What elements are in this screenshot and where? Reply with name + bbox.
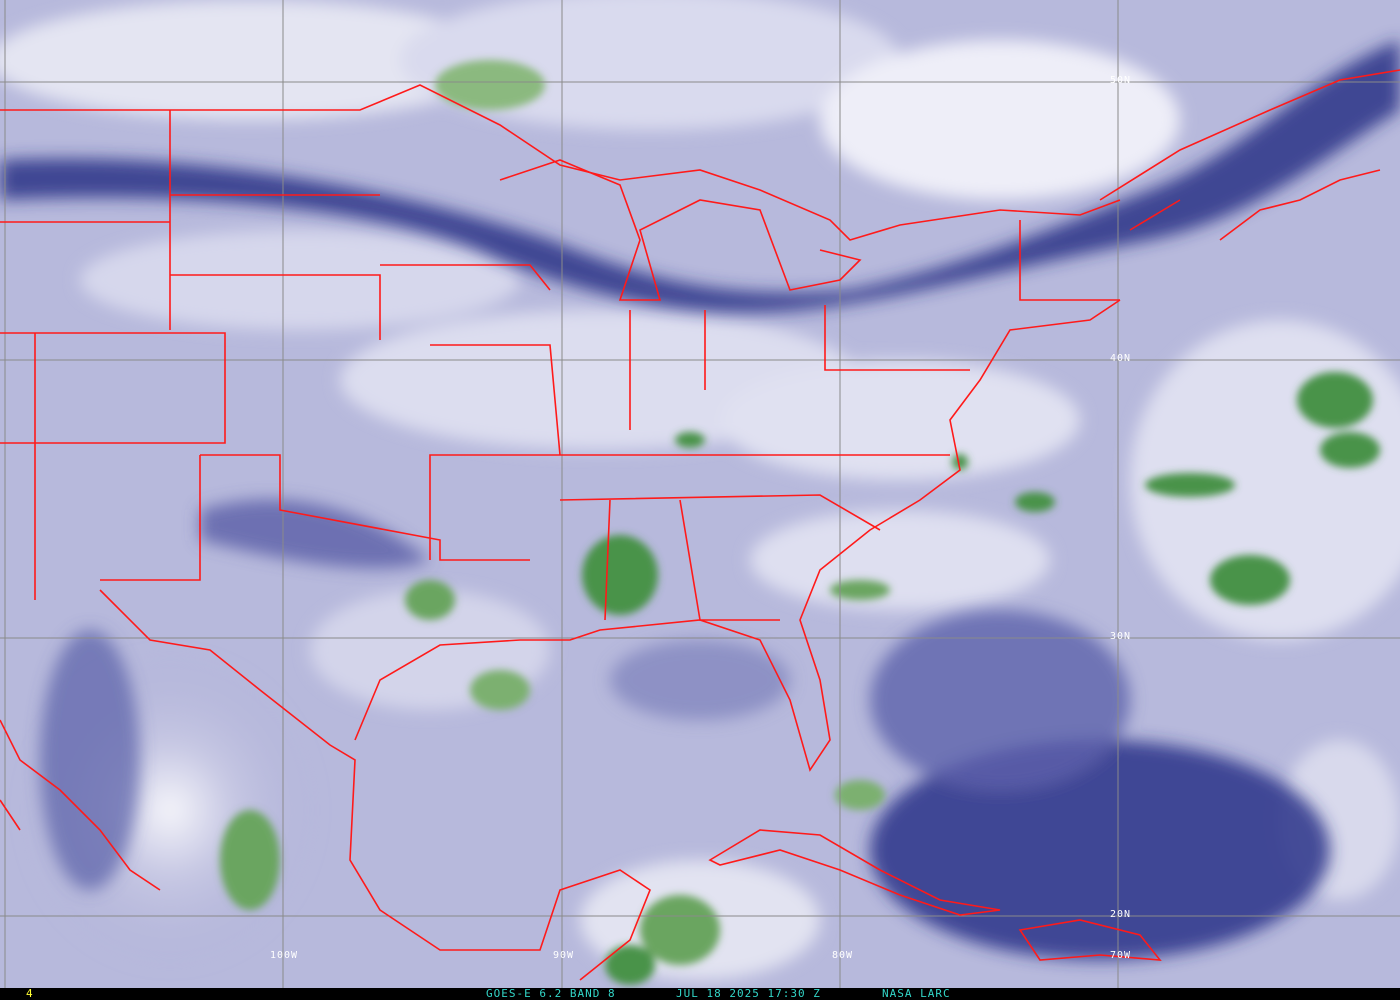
texas-louisiana-coast [354,299,1121,772]
atlantic-canada [1099,69,1400,241]
lon-label-80w: 80W [832,950,854,961]
lon-label-90w: 90W [553,950,575,961]
lat-label-30n: 30N [1110,631,1132,642]
cold-cloud-tops [220,60,1380,985]
state-lines [0,110,1120,621]
source-label: NASA LARC [882,987,951,1000]
cuba [708,829,1001,916]
timestamp: JUL 18 2025 17:30 Z [676,987,821,1000]
caption-bar: 4 GOES-E 6.2 BAND 8 JUL 18 2025 17:30 Z … [0,988,1400,1000]
political-borders [0,69,1400,981]
lat-label-40n: 40N [1110,353,1132,364]
frame-number: 4 [26,987,33,1000]
lon-label-100w: 100W [270,950,299,961]
product-label: GOES-E 6.2 BAND 8 [486,987,616,1000]
mexico-west-coast [0,719,161,891]
gulf-coast [99,589,651,981]
great-lakes [499,159,862,301]
lat-label-20n: 20N [1110,909,1132,920]
hispaniola [1018,919,1162,961]
dry-air-bands [0,40,1400,960]
lat-label-50n: 50N [1110,75,1132,86]
us-canada-border [0,84,1121,241]
lon-label-70w: 70W [1110,950,1132,961]
